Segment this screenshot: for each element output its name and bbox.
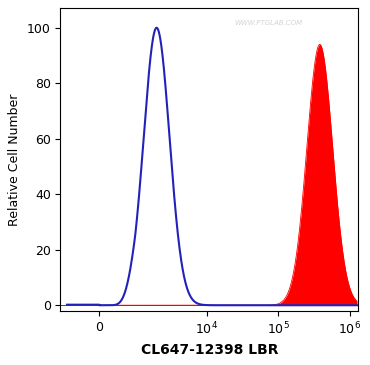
Y-axis label: Relative Cell Number: Relative Cell Number (9, 93, 21, 226)
Text: WWW.PTGLAB.COM: WWW.PTGLAB.COM (235, 20, 303, 26)
X-axis label: CL647-12398 LBR: CL647-12398 LBR (141, 343, 278, 357)
